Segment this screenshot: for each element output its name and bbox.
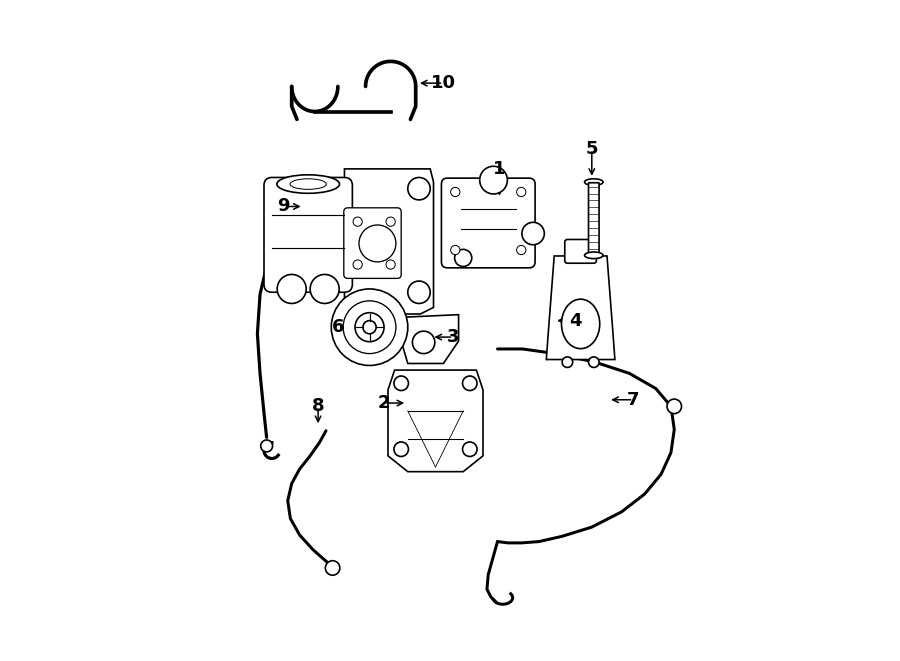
Circle shape — [463, 442, 477, 457]
Text: 8: 8 — [311, 397, 324, 415]
Text: 9: 9 — [277, 198, 290, 215]
Circle shape — [522, 222, 544, 245]
Circle shape — [310, 274, 339, 303]
Circle shape — [517, 245, 526, 254]
Circle shape — [353, 217, 363, 226]
Circle shape — [451, 187, 460, 196]
Text: 5: 5 — [586, 140, 598, 158]
Polygon shape — [401, 315, 459, 364]
Circle shape — [408, 177, 430, 200]
Circle shape — [331, 289, 408, 366]
FancyBboxPatch shape — [264, 177, 353, 292]
Circle shape — [412, 331, 435, 354]
Circle shape — [480, 167, 508, 194]
Circle shape — [667, 399, 681, 414]
Circle shape — [261, 440, 273, 452]
FancyBboxPatch shape — [344, 208, 401, 278]
Circle shape — [454, 249, 472, 266]
Circle shape — [386, 260, 395, 269]
Circle shape — [277, 274, 306, 303]
FancyBboxPatch shape — [565, 239, 597, 263]
Ellipse shape — [585, 252, 603, 258]
FancyBboxPatch shape — [441, 178, 536, 268]
Circle shape — [562, 357, 572, 368]
FancyBboxPatch shape — [589, 182, 599, 253]
Ellipse shape — [290, 178, 327, 189]
Text: 7: 7 — [627, 391, 640, 408]
Circle shape — [386, 217, 395, 226]
Polygon shape — [345, 169, 434, 314]
Circle shape — [451, 245, 460, 254]
Circle shape — [463, 376, 477, 391]
Circle shape — [408, 281, 430, 303]
Circle shape — [353, 260, 363, 269]
Ellipse shape — [277, 175, 339, 193]
Text: 6: 6 — [331, 318, 344, 336]
Circle shape — [325, 561, 340, 575]
Circle shape — [343, 301, 396, 354]
Circle shape — [394, 442, 409, 457]
Circle shape — [589, 357, 599, 368]
Text: 4: 4 — [569, 311, 581, 330]
Text: 10: 10 — [431, 74, 456, 92]
Circle shape — [394, 376, 409, 391]
Circle shape — [517, 187, 526, 196]
Circle shape — [363, 321, 376, 334]
Ellipse shape — [562, 299, 599, 348]
Text: 2: 2 — [378, 394, 391, 412]
Text: 1: 1 — [493, 160, 506, 178]
Circle shape — [355, 313, 384, 342]
Polygon shape — [388, 370, 483, 472]
Polygon shape — [546, 256, 615, 360]
Ellipse shape — [585, 178, 603, 185]
Text: 3: 3 — [447, 328, 460, 346]
Circle shape — [359, 225, 396, 262]
